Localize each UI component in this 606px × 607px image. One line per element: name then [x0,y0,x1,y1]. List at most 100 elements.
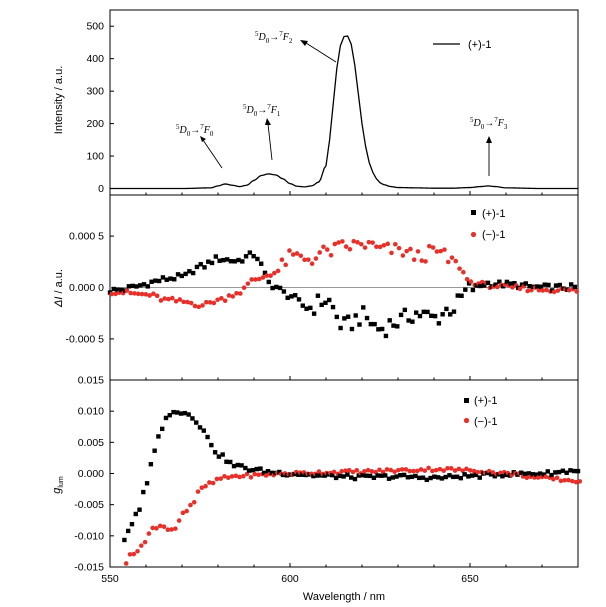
delta-minus-point [309,261,315,267]
annotation-f3: 5D0→7F3 [470,116,508,176]
delta-plus-point [557,282,563,288]
y-tick-label: 300 [86,86,104,98]
delta-plus-point [315,293,321,298]
delta-minus-point [445,259,451,265]
glum-plus-point [556,469,562,475]
delta-minus-point [544,287,549,293]
delta-plus-point [187,269,192,274]
glum-plus-point [156,434,161,439]
delta-minus-point [449,255,455,260]
glum-minus-point [384,467,390,472]
glum-minus-point [354,468,360,473]
delta-minus-point [249,277,254,282]
delta-plus-point [274,284,279,290]
delta-minus-point [219,295,224,301]
glum-plus-point [314,473,320,478]
glum-plus-point [160,426,165,432]
delta-minus-point [355,239,360,245]
delta-plus-point [130,283,135,289]
delta-minus-point [275,268,281,274]
glum-plus-point [122,537,127,543]
glum-plus-point [349,475,354,480]
delta-plus-point [164,277,169,282]
glum-plus-point [337,473,343,479]
glum-plus-point [413,473,418,479]
delta-minus-point [495,284,500,290]
glum-plus-point [541,472,547,477]
glum-plus-point [500,474,505,479]
glum-plus-point [477,475,482,480]
delta-minus-point [215,297,220,303]
glum-minus-point [157,523,163,529]
glum-minus-point [411,468,416,474]
delta-plus-point [387,318,392,323]
delta-minus-point [419,258,425,263]
glum-plus-point [299,472,305,477]
delta-plus-point [546,282,551,288]
delta-minus-point [396,245,402,251]
glum-plus-point [405,475,411,480]
glum-minus-point [161,524,167,530]
delta-minus-point [166,296,171,302]
delta-plus-point [349,326,355,332]
glum-plus-point [367,473,373,479]
glum-minus-point [362,469,367,474]
svg-text:5D0→7F2: 5D0→7F2 [255,30,293,45]
glum-minus-point [577,479,583,484]
glum-plus-point [239,463,244,468]
glum-minus-point [173,526,178,531]
delta-plus-point [379,326,385,332]
annotation-f0: 5D0→7F0 [176,123,223,169]
glum-plus-point [447,473,452,478]
delta-y-axis-title-main: ΔI [53,297,65,308]
delta-plus-point [172,277,177,282]
delta-plus-point [277,285,283,291]
delta-plus-point [115,287,120,292]
glum-minus-point [191,499,197,505]
emission-y-axis-title: Intensity / a.u. [53,66,65,134]
glum-minus-point [498,470,503,476]
glum-plus-point [553,470,558,475]
glum-minus-point [316,469,322,474]
glum-plus-point [488,472,494,477]
glum-plus-point [568,468,573,473]
glum-plus-point [246,468,252,473]
glum-minus-point [524,475,530,481]
glum-minus-point [475,469,481,475]
delta-plus-point [493,282,498,287]
delta-plus-point [126,284,132,289]
glum-plus-point [538,471,543,476]
delta-plus-point [444,306,449,312]
delta-minus-point [453,258,459,264]
delta-minus-point [517,286,523,292]
delta-plus-point [168,276,173,281]
delta-minus-point [555,288,561,293]
glum-plus-point [258,466,263,471]
delta-plus-point [330,304,336,310]
delta-plus-point [285,295,290,300]
glum-plus-point [394,474,399,479]
glum-minus-point [365,467,371,473]
delta-minus-point [143,292,149,297]
glum-plus-point [492,474,498,479]
glum-minus-point [456,466,462,472]
glum-plus-point [194,420,199,425]
y-tick-label: -0.015 [74,562,104,574]
delta-plus-point [160,275,166,280]
glum-plus-point [175,410,180,415]
glum-plus-point [375,473,380,478]
delta-minus-point [529,287,534,293]
delta-minus-point [389,250,394,256]
glum-minus-point [339,469,344,474]
delta-minus-point [377,244,383,250]
delta-plus-point [519,282,525,287]
delta-minus-point [279,257,285,262]
delta-minus-point [238,291,243,296]
glum-minus-point [566,477,571,483]
glum-plus-point [250,468,256,473]
y-tick-label: 100 [86,151,104,163]
delta-minus-point [347,246,353,252]
glum-plus-point [443,474,448,480]
glum-plus-point [205,434,210,440]
